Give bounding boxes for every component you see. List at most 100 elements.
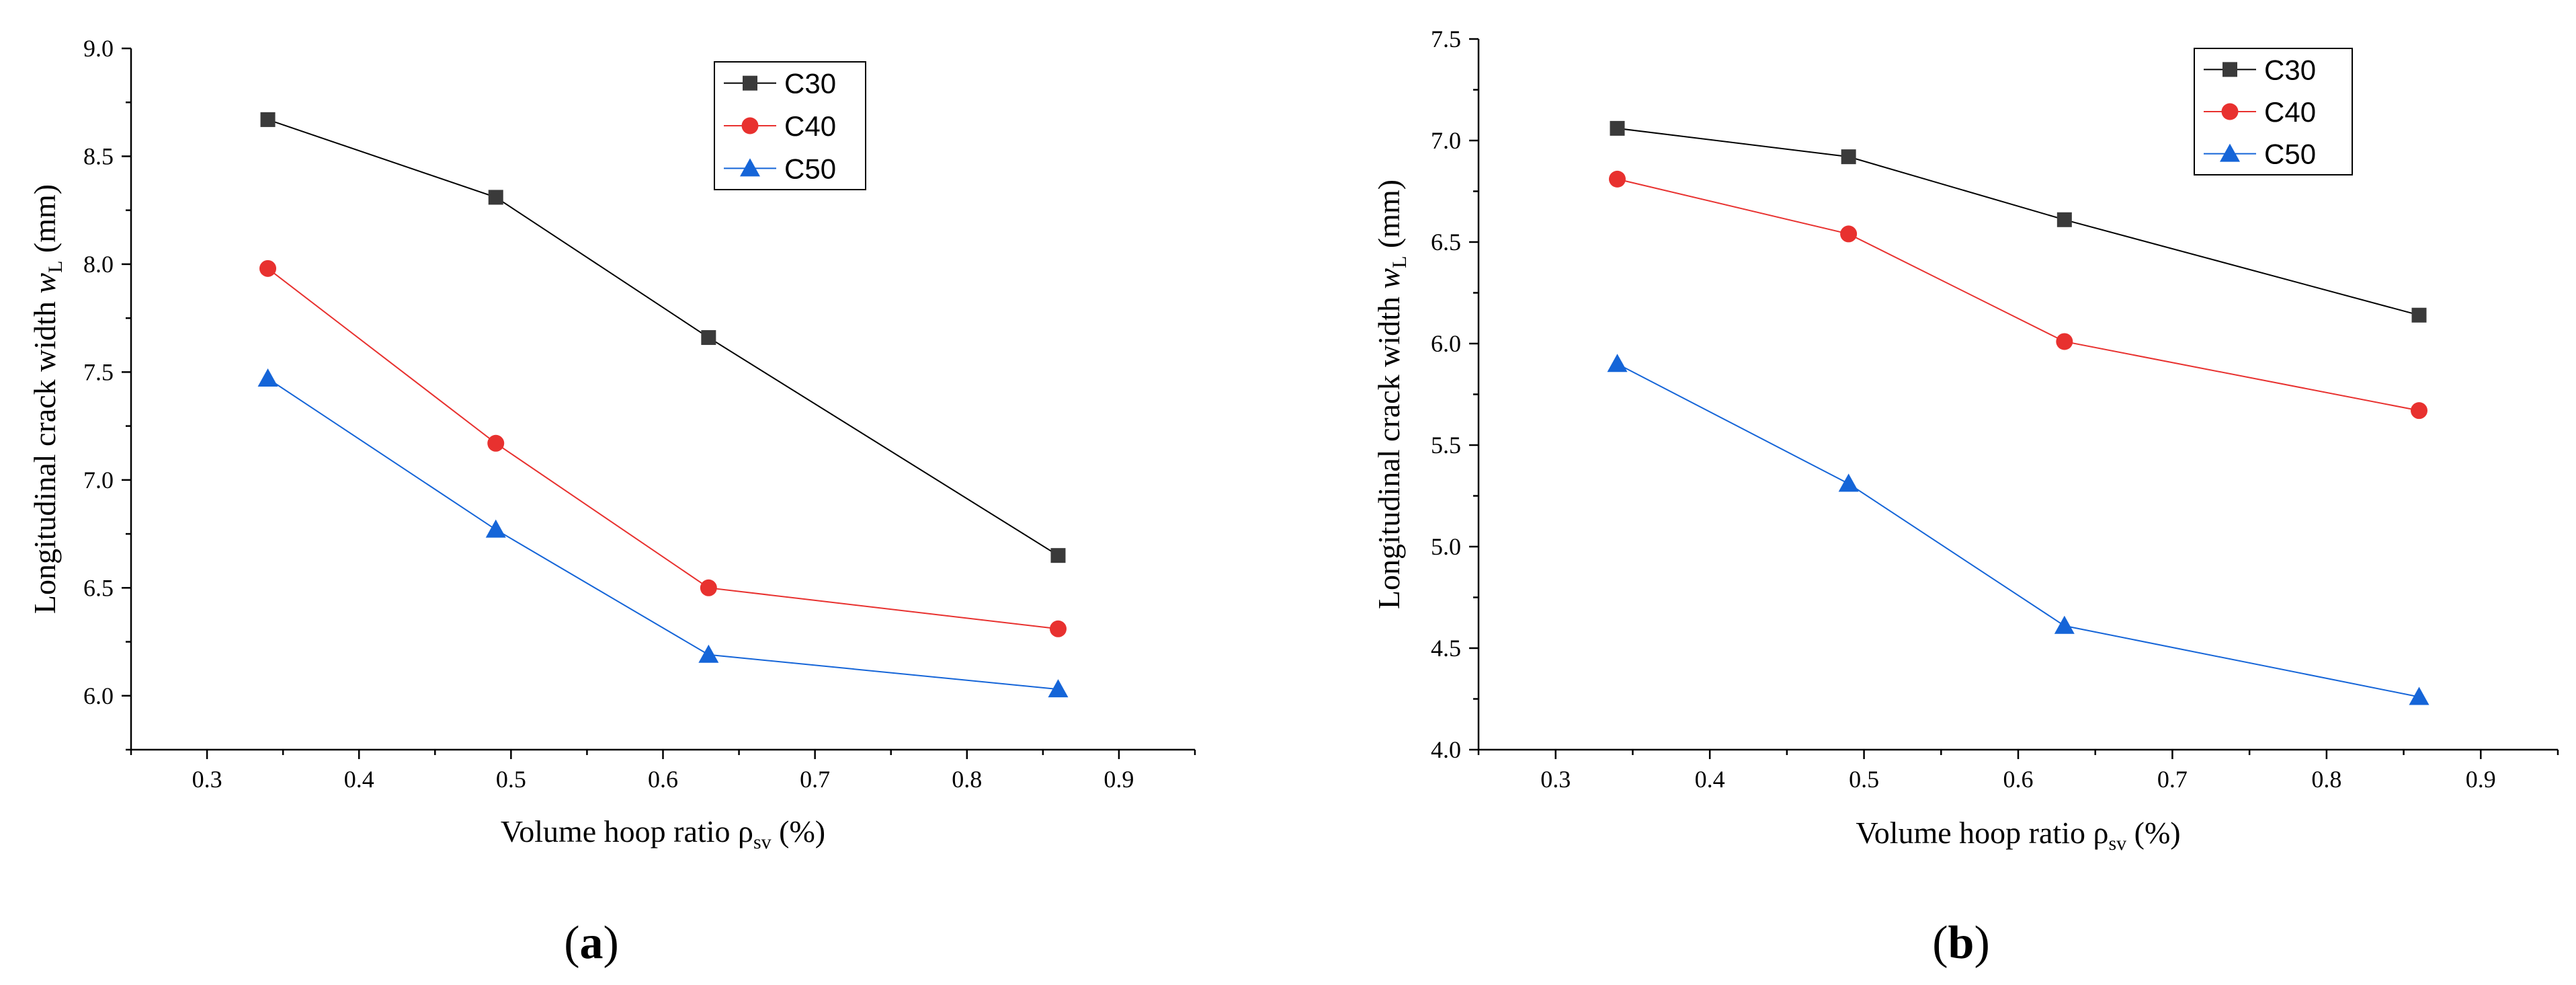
x-axis-title-unit: (%): [772, 814, 825, 849]
y-tick-label: 7.5: [83, 358, 114, 385]
series-c30-point: [488, 190, 503, 205]
x-tick-label: 0.4: [344, 766, 374, 793]
series-c30-point: [701, 330, 716, 346]
series-c40-line: [1617, 178, 2419, 411]
panel-label-close: ): [1974, 917, 1989, 969]
x-axis-title-subscript: sv: [753, 831, 772, 853]
series-c30-point: [2056, 212, 2072, 227]
y-tick-label: 4.5: [1431, 635, 1461, 662]
series-c40-point: [700, 579, 717, 596]
legend: C30 C40 C50: [2194, 48, 2353, 175]
legend-swatch-marker: [740, 158, 760, 177]
y-axis-title-text: Longitudinal crack width: [28, 294, 62, 615]
x-tick-label: 0.7: [2157, 766, 2188, 793]
series-c30-point: [1841, 149, 1856, 165]
y-tick-label: 6.0: [1431, 330, 1461, 357]
series-c30-line: [1617, 127, 2419, 316]
x-tick-label: 0.6: [2003, 766, 2034, 793]
legend-swatch-marker: [2221, 103, 2239, 120]
y-axis-title-subscript: L: [44, 261, 67, 273]
x-axis-title: Volume hoop ratio ρsv (%): [1856, 816, 2180, 855]
y-axis-title-variable: w: [1372, 268, 1406, 289]
x-tick-label: 0.5: [1849, 766, 1879, 793]
x-tick-label: 0.5: [496, 766, 526, 793]
legend-swatch-marker: [2220, 143, 2240, 162]
x-tick-label: 0.9: [1104, 766, 1134, 793]
y-axis-title-unit: (mm): [1372, 180, 1406, 256]
y-axis-title: Longitudinal crack width wL (mm): [28, 184, 67, 614]
y-tick-label: 7.0: [83, 467, 114, 494]
x-tick-label: 0.3: [192, 766, 222, 793]
panel-label-open: (: [564, 917, 579, 969]
series-c50-point: [2054, 615, 2075, 634]
series-c50-point: [2409, 686, 2429, 705]
series-c30-point: [2411, 307, 2427, 323]
y-tick-label: 5.0: [1431, 533, 1461, 560]
x-tick-label: 0.8: [2311, 766, 2341, 793]
y-tick-label: 8.0: [83, 251, 114, 278]
y-tick-label: 7.0: [1431, 127, 1461, 154]
series-c50-point: [1607, 354, 1628, 372]
x-tick-label: 0.7: [800, 766, 830, 793]
x-tick-label: 0.8: [952, 766, 982, 793]
x-tick-label: 0.3: [1540, 766, 1571, 793]
y-tick-label: 5.5: [1431, 432, 1461, 459]
y-tick-label: 6.0: [83, 682, 114, 709]
y-axis-title-unit: (mm): [28, 184, 62, 261]
legend-label: C40: [2264, 96, 2316, 128]
y-axis-title: Longitudinal crack width wL (mm): [1372, 180, 1411, 609]
series-c50-point: [698, 644, 719, 663]
series-c40-point: [2411, 402, 2428, 420]
series-c30-line: [267, 118, 1059, 557]
legend: C30 C40 C50: [714, 61, 866, 190]
series-c30-point: [1610, 120, 1625, 136]
x-axis-title-subscript: sv: [2108, 832, 2126, 855]
series-c50-line: [267, 378, 1058, 691]
legend-label: C40: [784, 110, 836, 142]
series-c50-point: [257, 368, 278, 387]
panel-label-letter: b: [1948, 917, 1975, 969]
panel-label-close: ): [604, 917, 619, 969]
y-tick-label: 8.5: [83, 143, 114, 169]
x-axis-title-text: Volume hoop ratio ρ: [501, 814, 753, 849]
y-tick-label: 9.0: [83, 35, 114, 62]
panel-label: (a): [564, 917, 619, 969]
x-tick-label: 0.4: [1695, 766, 1725, 793]
x-axis-title-text: Volume hoop ratio ρ: [1856, 816, 2108, 850]
series-c50-point: [485, 519, 506, 538]
legend-label: C30: [2264, 54, 2316, 85]
y-axis-title-text: Longitudinal crack width: [1372, 289, 1406, 610]
y-tick-label: 4.0: [1431, 736, 1461, 763]
legend-swatch-marker: [741, 117, 759, 134]
legend-label: C30: [784, 68, 836, 100]
legend-label: C50: [784, 153, 836, 184]
series-c50-point: [1048, 679, 1069, 698]
series-c40-point: [259, 260, 277, 277]
x-axis-title: Volume hoop ratio ρsv (%): [501, 814, 825, 853]
series-c40-line: [267, 268, 1058, 630]
series-c50-line: [1617, 363, 2419, 698]
y-tick-label: 6.5: [83, 574, 114, 601]
x-axis-title-unit: (%): [2126, 816, 2180, 850]
series-c50-point: [1838, 473, 1859, 492]
legend-swatch-marker: [2222, 62, 2237, 77]
series-c40-point: [1049, 620, 1067, 637]
panel-label-letter: a: [580, 917, 604, 969]
series-c40-point: [487, 434, 505, 452]
y-tick-label: 6.5: [1431, 229, 1461, 255]
legend-label: C50: [2264, 139, 2316, 170]
series-c40-point: [1840, 225, 1858, 243]
series-c30-point: [260, 112, 276, 127]
series-c40-point: [2056, 333, 2073, 350]
panel-label: (b): [1932, 917, 1990, 969]
x-tick-label: 0.6: [648, 766, 678, 793]
y-axis-title-variable: w: [28, 273, 62, 294]
series-c30-point: [1050, 548, 1066, 563]
y-tick-label: 7.5: [1431, 26, 1461, 52]
legend-swatch-marker: [743, 75, 757, 91]
panel-label-open: (: [1932, 917, 1948, 969]
panel-a: 6.0 6.5 7.0 7.5 8.0 8.5 9.0 0.3 0.4 0.5 0.6 0.7 0.8 0…: [28, 35, 1196, 969]
panel-b: 4.0 4.5 5.0 5.5 6.0 6.5 7.0 7.5 0.3 0.4 0.5 0.6 0.7 0…: [1372, 26, 2559, 969]
x-tick-label: 0.9: [2466, 766, 2496, 793]
